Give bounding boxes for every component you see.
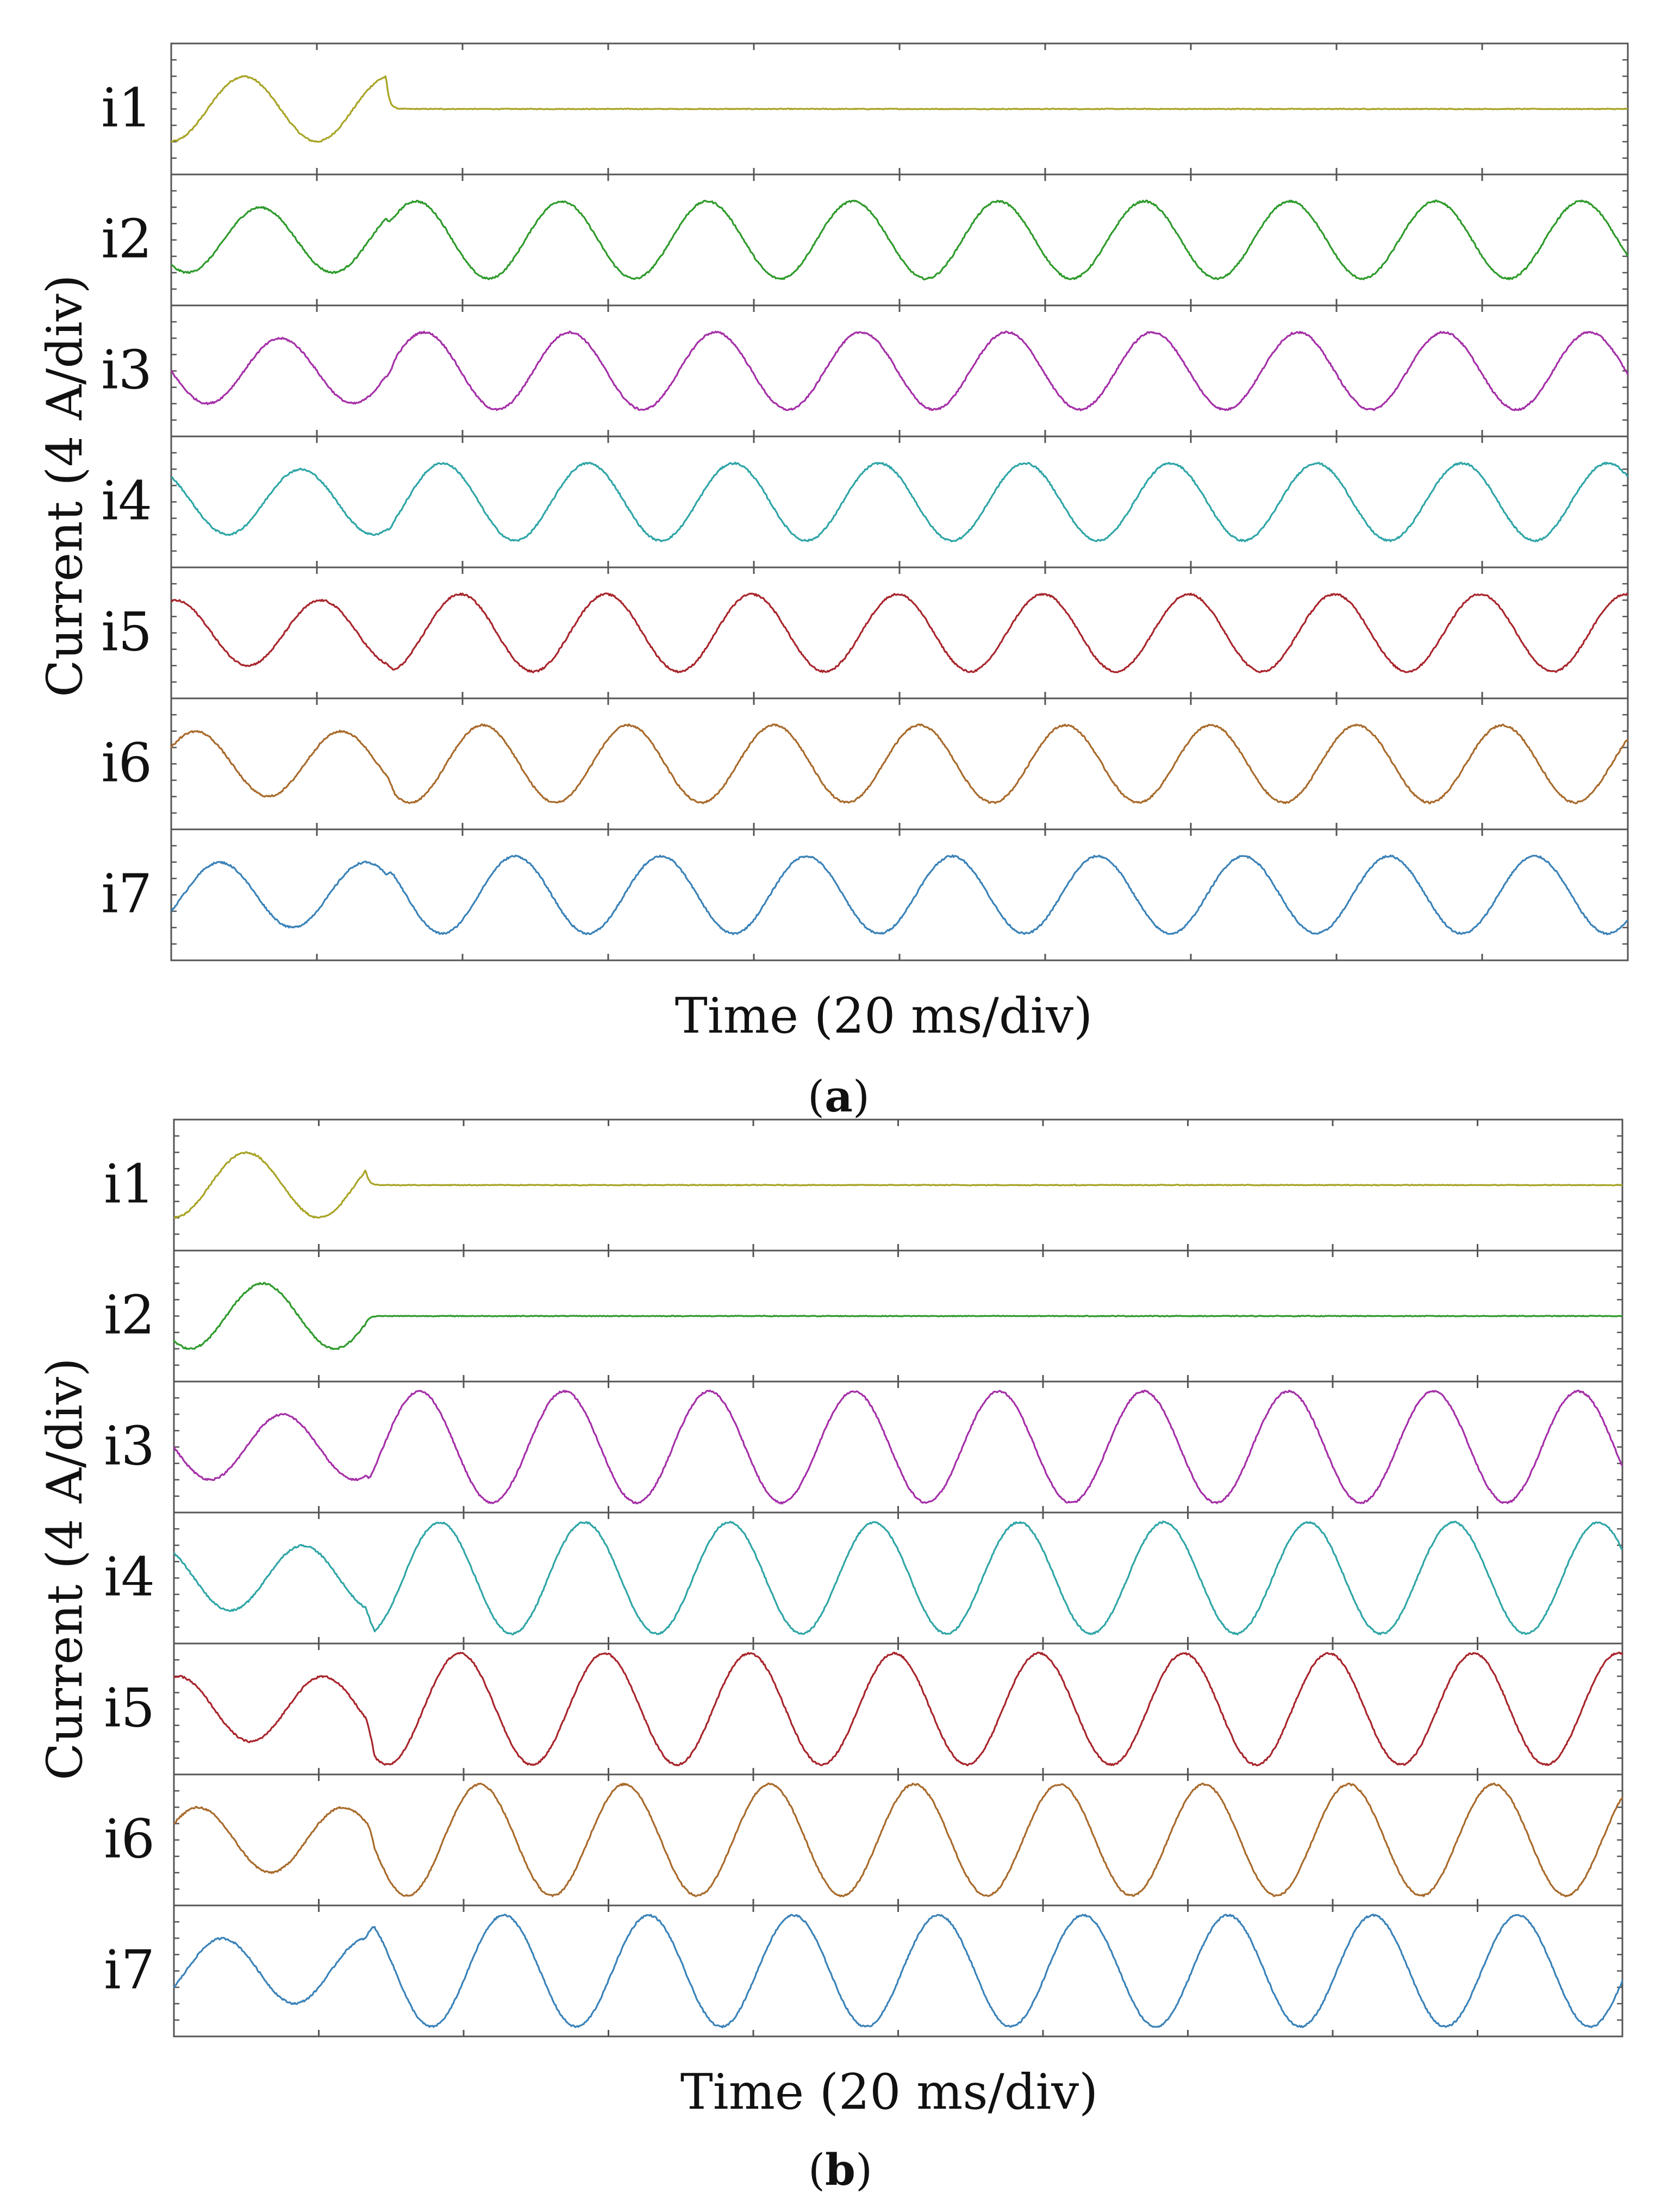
- caption-a-close: ): [853, 1071, 870, 1122]
- subplot-i4: i4: [101, 435, 1629, 568]
- ylabel-b: Current (4 A/div): [36, 1358, 93, 1780]
- series-label-i5: i5: [101, 602, 152, 664]
- caption-b-close: ): [855, 2145, 872, 2195]
- series-label-i1: i1: [104, 1154, 155, 1216]
- subplot-i3: i3: [101, 304, 1629, 438]
- waveform-i1: [173, 1151, 1623, 1219]
- waveform-i1: [171, 75, 1628, 143]
- subplot-frame: [170, 566, 1629, 699]
- waveform-i6: [170, 723, 1629, 804]
- series-label-i6: i6: [101, 733, 152, 795]
- caption-b-open: (: [808, 2145, 825, 2195]
- subplot-i4: i4: [104, 1511, 1623, 1645]
- subplot-frame: [173, 1380, 1623, 1514]
- waveform-i2: [171, 199, 1629, 280]
- subplot-i5: i5: [104, 1642, 1623, 1776]
- waveform-i5: [173, 1651, 1623, 1767]
- xlabel-b: Time (20 ms/div): [680, 2064, 1098, 2121]
- subplot-i2: i2: [101, 173, 1629, 307]
- subplot-frame: [173, 1773, 1623, 1907]
- subplot-i6: i6: [101, 697, 1629, 830]
- subplot-i1: i1: [104, 1118, 1623, 1252]
- subplot-i2: i2: [104, 1249, 1623, 1383]
- subplot-frame: [170, 435, 1629, 568]
- subplot-frame: [170, 697, 1629, 830]
- ylabel-a: Current (4 A/div): [36, 274, 93, 697]
- subplot-i1: i1: [101, 42, 1629, 176]
- series-label-i2: i2: [101, 209, 152, 271]
- subplot-frame: [173, 1904, 1623, 2038]
- subplot-frame: [170, 828, 1629, 961]
- waveform-i7: [171, 854, 1628, 935]
- series-label-i3: i3: [101, 340, 152, 402]
- series-label-i7: i7: [104, 1940, 155, 2002]
- waveform-i7: [173, 1913, 1623, 2028]
- caption-a-letter: a: [825, 1071, 853, 1122]
- waveform-i6: [173, 1782, 1623, 1898]
- waveform-i3: [173, 1389, 1623, 1505]
- subplot-frame: [173, 1511, 1623, 1645]
- series-label-i6: i6: [104, 1809, 155, 1871]
- caption-b-letter: b: [825, 2144, 855, 2195]
- waveform-i3: [170, 330, 1629, 411]
- waveform-i5: [171, 592, 1629, 673]
- series-label-i2: i2: [104, 1285, 155, 1347]
- subplot-frame: [170, 173, 1629, 307]
- series-label-i3: i3: [104, 1416, 155, 1478]
- waveform-i4: [173, 1520, 1623, 1636]
- xlabel-a: Time (20 ms/div): [675, 988, 1092, 1045]
- subplot-i6: i6: [104, 1773, 1623, 1907]
- waveform-i2: [173, 1282, 1623, 1351]
- caption-b: (b): [808, 2144, 872, 2195]
- subplot-i7: i7: [101, 828, 1629, 961]
- panel-a: Current (4 A/div) Time (20 ms/div) (a) i…: [36, 42, 1629, 1122]
- waveform-i4: [171, 461, 1629, 542]
- caption-a-open: (: [808, 1071, 825, 1122]
- series-label-i1: i1: [101, 78, 152, 140]
- series-label-i4: i4: [101, 471, 152, 533]
- subplot-i7: i7: [104, 1904, 1623, 2038]
- series-label-i5: i5: [104, 1678, 155, 1740]
- subplot-i5: i5: [101, 566, 1629, 699]
- subplot-frame: [173, 1642, 1623, 1776]
- panel-b: Current (4 A/div) Time (20 ms/div) (b) i…: [36, 1118, 1623, 2195]
- caption-a: (a): [808, 1071, 870, 1122]
- series-label-i7: i7: [101, 864, 152, 926]
- subplot-i3: i3: [104, 1380, 1623, 1514]
- series-label-i4: i4: [104, 1547, 155, 1609]
